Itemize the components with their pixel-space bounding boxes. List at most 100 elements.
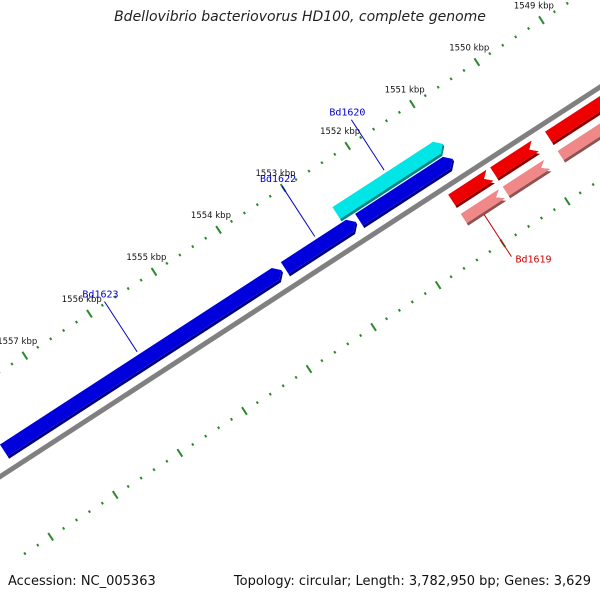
inner-tick (370, 322, 377, 332)
outer-tick (204, 236, 208, 240)
outer-tick (62, 328, 66, 333)
inner-tick (320, 359, 324, 363)
scale-label: 1556 kbp (62, 295, 102, 305)
inner-tick (229, 417, 234, 421)
inner-tick (294, 375, 298, 380)
inner-tick (410, 300, 414, 304)
inner-tick (100, 501, 104, 505)
inner-tick (333, 350, 337, 354)
gene-features (0, 95, 600, 459)
inner-tick (397, 308, 401, 312)
outer-tick (36, 345, 40, 349)
outer-tick (139, 278, 143, 282)
inner-tick (539, 216, 544, 220)
gene-infc (545, 95, 600, 163)
gene-body (490, 140, 539, 179)
gene-edge (552, 111, 600, 146)
inner-tick (36, 543, 40, 547)
gene-edge (497, 149, 541, 181)
gene-body (557, 123, 600, 161)
scale-label: 1554 kbp (191, 211, 231, 221)
inner-tick (475, 258, 479, 262)
outer-tick (113, 295, 117, 299)
inner-tick (527, 224, 531, 229)
outer-scale-ticks (0, 1, 569, 374)
outer-tick (473, 57, 481, 67)
outer-tick (229, 219, 234, 224)
scale-label: 1552 kbp (320, 127, 360, 137)
gene-edge (466, 197, 507, 226)
gene-bd1623 (0, 268, 283, 459)
inner-tick (281, 384, 285, 388)
outer-tick (488, 52, 492, 56)
scale-label: 1550 kbp (449, 43, 489, 53)
inner-tick (23, 551, 27, 556)
callout-line (104, 301, 138, 353)
inner-tick (384, 317, 389, 321)
gene-bd1619 (448, 169, 507, 226)
outer-tick (21, 351, 29, 360)
gene-edge (362, 158, 455, 229)
inner-tick (449, 275, 453, 279)
outer-tick (178, 253, 182, 257)
outer-tick (165, 261, 169, 265)
gene-body (355, 156, 453, 226)
outer-tick (538, 15, 545, 25)
gene-label-bd1620: Bd1620 (329, 108, 365, 119)
inner-tick (204, 434, 208, 438)
outer-tick (10, 362, 14, 366)
outer-tick (86, 309, 93, 319)
gene-body (0, 268, 282, 457)
outer-tick (191, 244, 195, 249)
gene-label-bd1622: Bd1622 (260, 174, 296, 185)
inner-scale-ticks (23, 182, 595, 556)
inner-tick (47, 532, 54, 542)
gene-body (460, 189, 505, 224)
gene-bd1621 (355, 156, 455, 229)
outer-tick (126, 286, 130, 291)
inner-tick (111, 490, 119, 500)
scale-label: 1551 kbp (385, 85, 425, 95)
outer-tick (397, 110, 401, 115)
outer-tick (552, 10, 556, 14)
gene-labels: Bd1623Bd1622Bd1620infCBd1619 (82, 108, 552, 353)
scale-label: 1557 kbp (0, 337, 37, 347)
gene-edge (508, 168, 552, 199)
outer-tick (372, 127, 376, 131)
scale-label: 1553 kbp (256, 169, 296, 179)
scale-label: 1555 kbp (126, 253, 166, 263)
inner-tick (217, 426, 221, 430)
gene-body (545, 95, 600, 143)
inner-tick (305, 364, 313, 374)
gene-body (332, 141, 443, 219)
outer-tick (565, 1, 569, 5)
inner-tick (152, 468, 156, 472)
outer-tick (384, 119, 389, 123)
outer-tick (449, 77, 453, 81)
outer-tick (100, 303, 104, 307)
inner-tick (139, 476, 143, 480)
inner-tick (591, 182, 595, 187)
outer-tick (215, 225, 222, 235)
inner-tick (552, 208, 556, 212)
outer-tick (255, 203, 259, 207)
callout-line (281, 185, 316, 237)
gene-label-bd1619: Bd1619 (515, 255, 551, 266)
outer-tick (359, 135, 363, 140)
outer-tick (49, 337, 53, 341)
outer-tick (501, 43, 505, 47)
inner-tick (191, 442, 195, 447)
map-title: Bdellovibrio bacteriovorus HD100, comple… (114, 9, 486, 25)
inner-tick (488, 249, 492, 254)
gene-edge (563, 136, 600, 163)
outer-tick (268, 194, 272, 198)
outer-tick (74, 320, 79, 324)
outer-tick (423, 93, 427, 98)
gene-body (280, 219, 356, 274)
outer-tick (150, 267, 158, 277)
gene-bd1620 (332, 141, 445, 222)
inner-tick (514, 233, 518, 237)
outer-tick (294, 177, 298, 182)
